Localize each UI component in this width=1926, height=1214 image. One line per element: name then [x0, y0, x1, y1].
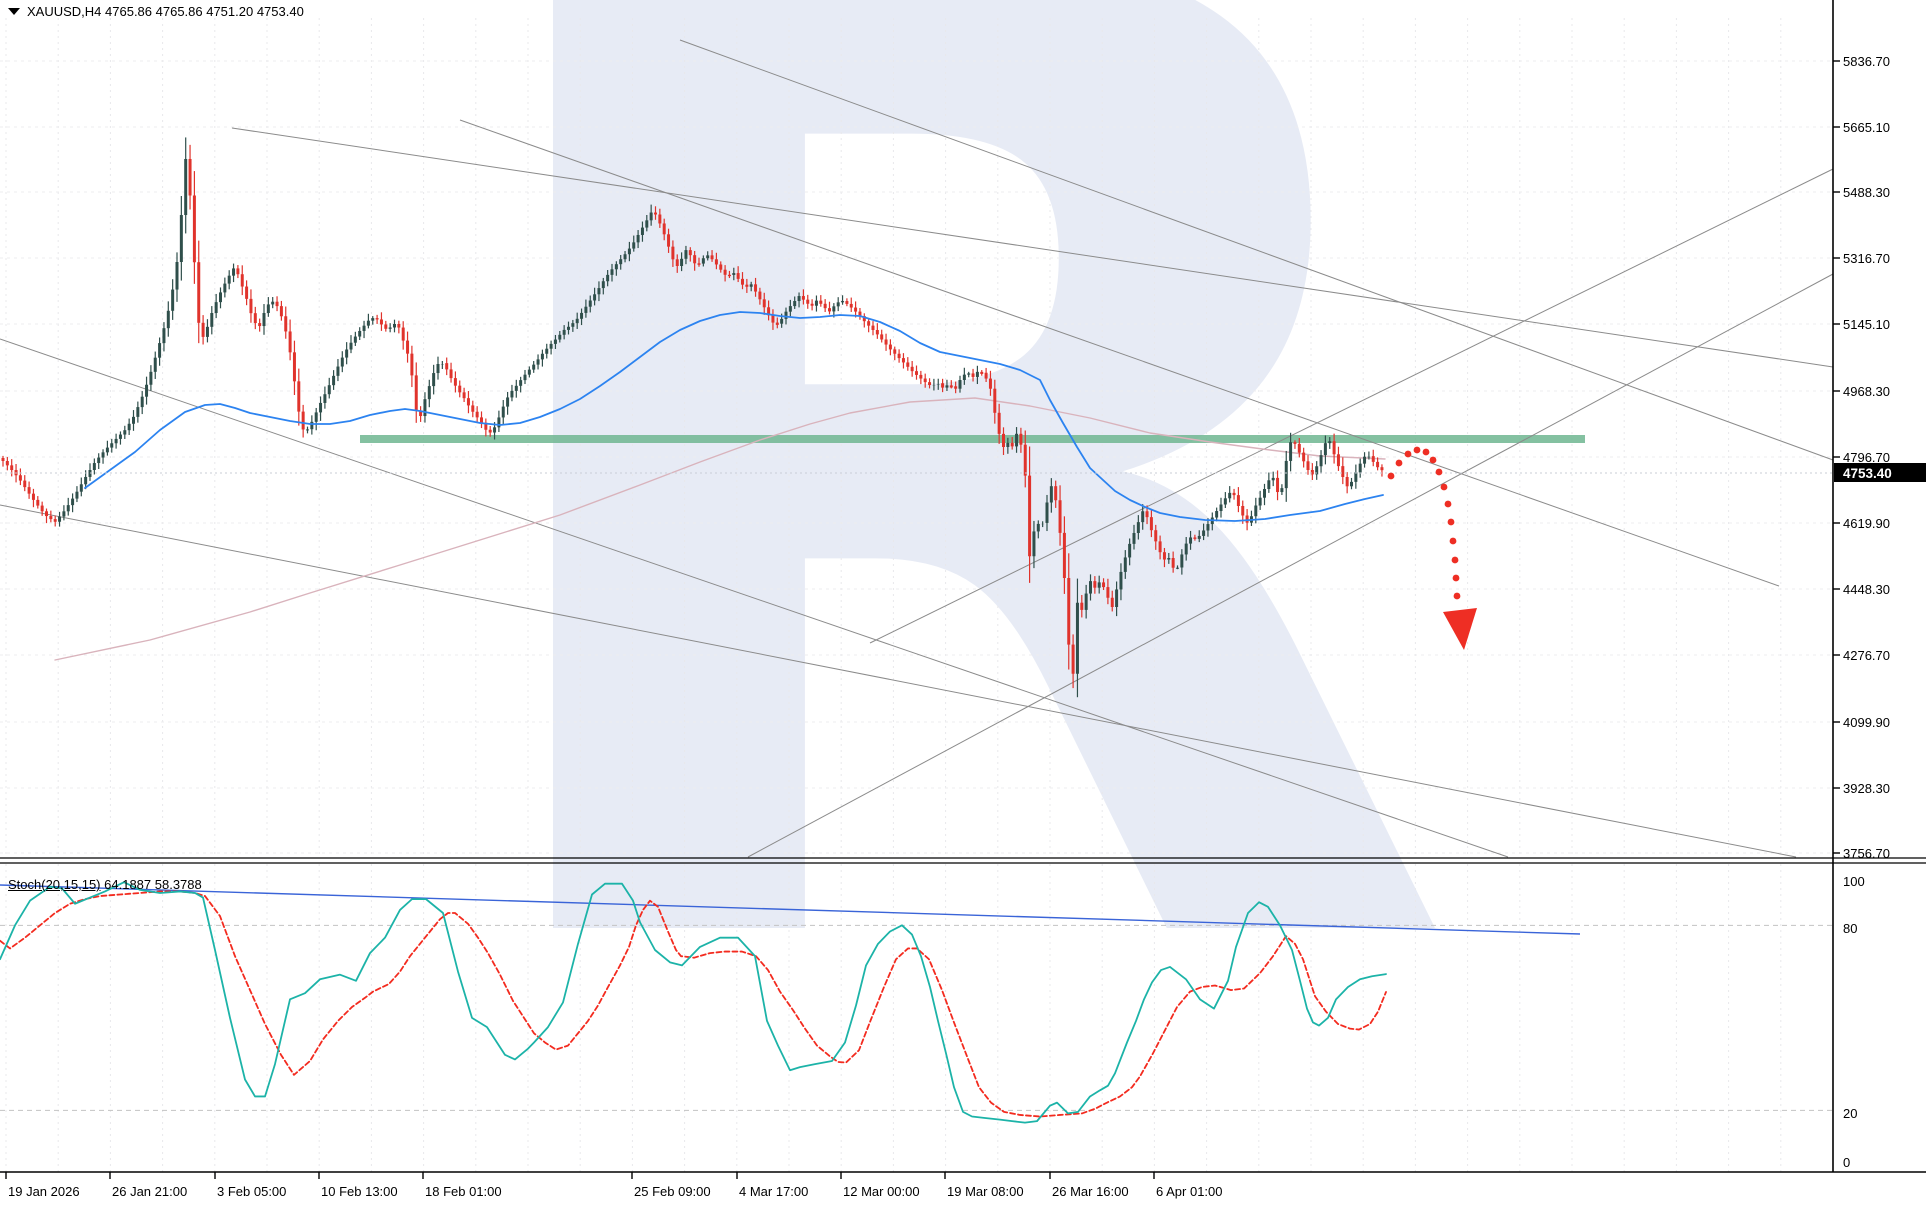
slow-ma-line	[54, 397, 1386, 661]
price-axis-label: 3928.30	[1843, 781, 1890, 796]
time-axis-label: 6 Apr 01:00	[1156, 1184, 1223, 1199]
trendline-objects[interactable]	[0, 39, 1834, 858]
projection-arrow-object[interactable]	[1387, 446, 1477, 650]
time-axis-label: 12 Mar 00:00	[843, 1184, 920, 1199]
arrow-dot	[1449, 537, 1457, 545]
symbol-ohlc-title: XAUUSD,H4 4765.86 4765.86 4751.20 4753.4…	[27, 4, 304, 19]
trendline[interactable]	[679, 39, 1834, 461]
slow-ma-path	[54, 397, 1386, 661]
price-axis-label: 5836.70	[1843, 54, 1890, 69]
trendline[interactable]	[869, 168, 1834, 644]
trendline[interactable]	[231, 127, 1834, 368]
axis-labels: 5836.70 5665.10 5488.30 5316.70 5145.10 4968.…	[8, 54, 1926, 1199]
price-axis-label: 5488.30	[1843, 185, 1890, 200]
arrow-dot	[1404, 450, 1412, 458]
arrow-dot	[1429, 456, 1437, 464]
price-axis-label: 4099.90	[1843, 715, 1890, 730]
arrow-dot	[1447, 518, 1455, 526]
trendline[interactable]	[459, 119, 1780, 587]
time-axis-label: 26 Jan 21:00	[112, 1184, 187, 1199]
price-axis-label: 3756.70	[1843, 846, 1890, 861]
arrow-head[interactable]	[1443, 608, 1477, 650]
price-axis-label: 4276.70	[1843, 648, 1890, 663]
fast-ma-path	[84, 311, 1384, 522]
time-axis-label: 26 Mar 16:00	[1052, 1184, 1129, 1199]
arrow-dot	[1451, 556, 1459, 564]
arrow-dot	[1452, 574, 1460, 582]
stochastic-label: Stoch(20,15,15) 64.1887 58.3788	[8, 877, 202, 892]
time-axis-label: 25 Feb 09:00	[634, 1184, 711, 1199]
price-axis-label: 4619.90	[1843, 516, 1890, 531]
arrow-dot	[1435, 468, 1443, 476]
price-axis-label: 5145.10	[1843, 317, 1890, 332]
arrow-dot	[1453, 592, 1461, 600]
arrow-dot	[1395, 459, 1403, 467]
stoch-level-label: 80	[1843, 921, 1857, 936]
stoch-signal-path	[0, 890, 1387, 1118]
time-axis-label: 3 Feb 05:00	[217, 1184, 286, 1199]
chart-title-bar: XAUUSD,H4 4765.86 4765.86 4751.20 4753.4…	[8, 4, 304, 19]
price-axis-label: 4448.30	[1843, 582, 1890, 597]
dropdown-caret-icon[interactable]	[8, 8, 20, 15]
stoch-level-label: 20	[1843, 1106, 1857, 1121]
candlestick-bars	[1, 137, 1384, 698]
grid-lines	[0, 18, 1833, 1172]
current-price-tag	[1834, 463, 1926, 482]
stochastic-name: Stoch(20,15,15)	[8, 877, 101, 892]
arrow-dot	[1413, 446, 1421, 454]
current-price-text: 4753.40	[1843, 466, 1892, 481]
price-axis-label: 4796.70	[1843, 450, 1890, 465]
arrow-dot	[1444, 500, 1452, 508]
time-axis-label: 4 Mar 17:00	[739, 1184, 808, 1199]
stoch-main-path	[0, 881, 1387, 1124]
support-line-object[interactable]	[360, 435, 1585, 443]
stoch-level-label: 0	[1843, 1155, 1850, 1170]
trendline[interactable]	[0, 338, 1509, 858]
arrow-dot	[1387, 472, 1395, 480]
support-line[interactable]	[360, 435, 1585, 443]
fast-ma-line	[84, 311, 1384, 522]
stochastic-indicator	[0, 881, 1833, 1124]
price-axis-label: 4968.30	[1843, 384, 1890, 399]
price-axis-label: 5665.10	[1843, 120, 1890, 135]
stochastic-values: 64.1887 58.3788	[104, 877, 202, 892]
price-axis-label: 5316.70	[1843, 251, 1890, 266]
axes[interactable]	[0, 0, 1926, 1179]
time-axis-label: 10 Feb 13:00	[321, 1184, 398, 1199]
arrow-dot	[1440, 483, 1448, 491]
trendline[interactable]	[0, 504, 1797, 858]
time-axis-label: 19 Mar 08:00	[947, 1184, 1024, 1199]
time-axis-label: 18 Feb 01:00	[425, 1184, 502, 1199]
arrow-dot	[1422, 448, 1430, 456]
stoch-trendline[interactable]	[0, 884, 1581, 935]
time-axis-label: 19 Jan 2026	[8, 1184, 80, 1199]
stoch-level-label: 100	[1843, 874, 1865, 889]
trendline[interactable]	[747, 273, 1834, 858]
